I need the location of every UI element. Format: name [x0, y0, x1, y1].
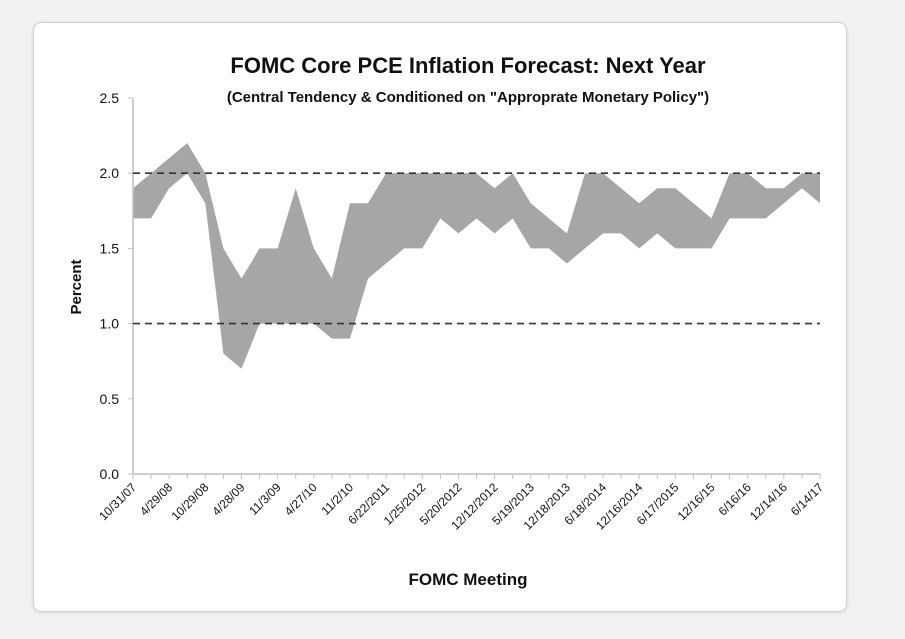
x-tick-label: 11/3/09	[246, 480, 284, 518]
y-tick-label: 0.0	[100, 466, 120, 482]
chart-title: FOMC Core PCE Inflation Forecast: Next Y…	[230, 53, 706, 78]
y-tick-label: 2.0	[100, 165, 120, 181]
y-tick-label: 1.5	[100, 240, 120, 256]
x-tick-label: 10/31/07	[96, 480, 139, 523]
y-tick-label: 2.5	[100, 90, 120, 106]
x-tick-label: 12/14/16	[747, 480, 790, 523]
y-axis-label: Percent	[68, 259, 85, 314]
chart-subtitle: (Central Tendency & Conditioned on "Appr…	[227, 89, 709, 106]
chart-card	[33, 22, 847, 612]
x-tick-label: 4/27/10	[282, 480, 320, 518]
x-tick-label: 10/29/08	[169, 480, 212, 523]
y-tick-label: 0.5	[100, 391, 120, 407]
x-tick-label: 12/16/15	[675, 480, 718, 523]
x-tick-label: 6/14/17	[788, 480, 826, 518]
x-tick-label: 4/28/09	[209, 480, 247, 518]
y-tick-label: 1.0	[100, 316, 120, 332]
central-tendency-band	[133, 143, 820, 369]
x-axis-label: FOMC Meeting	[409, 570, 528, 589]
